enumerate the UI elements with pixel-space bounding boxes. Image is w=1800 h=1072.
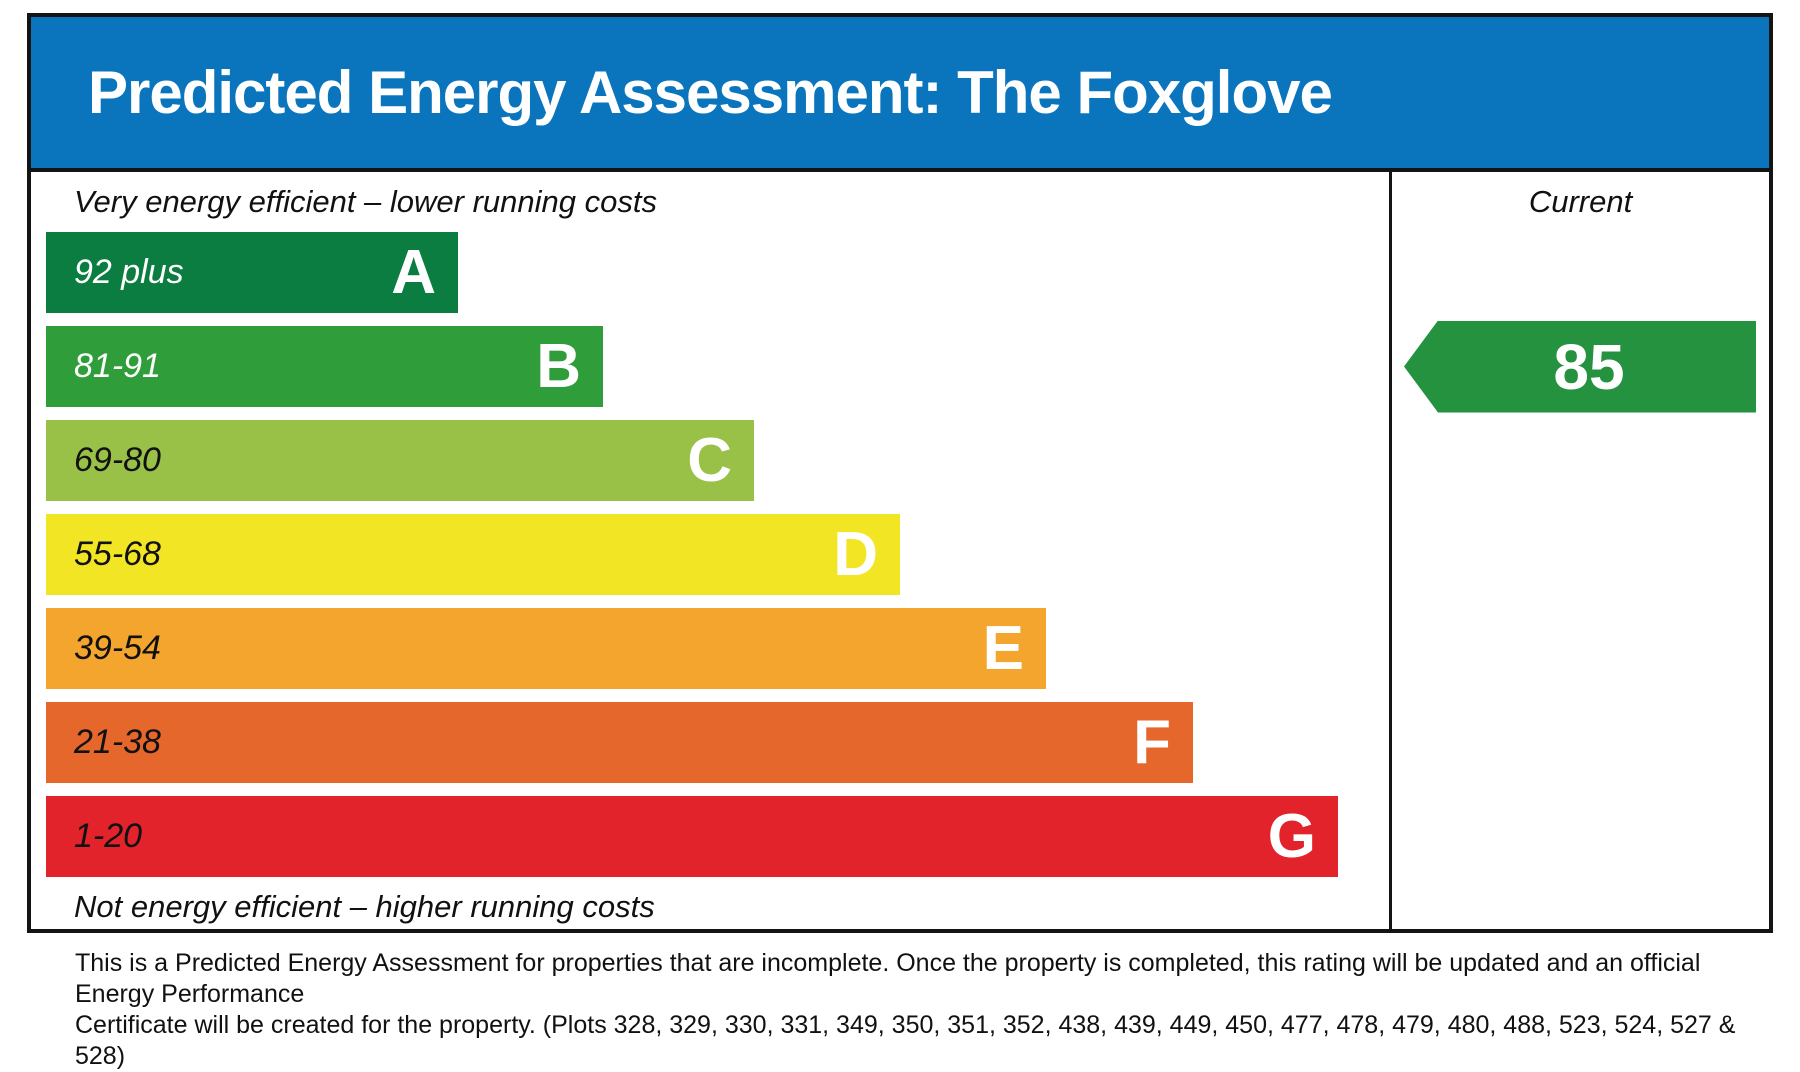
epc-page: { "title": "Predicted Energy Assessment:…	[27, 13, 1773, 1070]
page-title: Predicted Energy Assessment: The Foxglov…	[88, 59, 1333, 126]
band-range-label: 81-91	[74, 347, 161, 385]
current-rating-arrow: 85	[1404, 320, 1756, 413]
bands-section: Very energy efficient – lower running co…	[31, 172, 1389, 929]
band-range-label: 69-80	[74, 441, 161, 479]
band-bar-B: 81-91 B	[46, 326, 603, 407]
band-row-C: 69-80 C	[31, 420, 1389, 501]
band-bar-F: 21-38 F	[46, 702, 1193, 783]
caption-not-efficient: Not energy efficient – higher running co…	[74, 889, 655, 924]
band-bar-G: 1-20 G	[46, 796, 1338, 877]
epc-body: Very energy efficient – lower running co…	[31, 172, 1769, 929]
band-bar-A: 92 plus A	[46, 232, 458, 313]
band-range-label: 55-68	[74, 535, 161, 573]
epc-chart-box: Predicted Energy Assessment: The Foxglov…	[27, 13, 1773, 933]
band-row-E: 39-54 E	[31, 608, 1389, 689]
band-letter: A	[391, 237, 436, 307]
footer-note-line1: This is a Predicted Energy Assessment fo…	[75, 949, 1701, 1008]
band-row-D: 55-68 D	[31, 514, 1389, 595]
band-row-F: 21-38 F	[31, 702, 1389, 783]
band-range-label: 1-20	[74, 817, 143, 855]
band-row-G: 1-20 G	[31, 796, 1389, 877]
current-rating-value: 85	[1553, 330, 1625, 403]
band-letter: F	[1133, 707, 1171, 777]
band-bar-E: 39-54 E	[46, 608, 1046, 689]
caption-very-efficient: Very energy efficient – lower running co…	[74, 184, 657, 219]
epc-header: Predicted Energy Assessment: The Foxglov…	[31, 17, 1769, 172]
band-letter: G	[1267, 801, 1316, 871]
footer-note-line2: Certificate will be created for the prop…	[75, 1011, 1736, 1070]
band-row-B: 81-91 B	[31, 326, 1389, 407]
band-row-A: 92 plus A	[31, 232, 1389, 313]
band-letter: B	[536, 331, 581, 401]
bands-container: 92 plus A 81-91 B 69-80 C 55-68 D 39-54 …	[31, 232, 1389, 877]
band-letter: D	[833, 519, 878, 589]
footer-note: This is a Predicted Energy Assessment fo…	[75, 948, 1775, 1072]
band-range-label: 39-54	[74, 629, 161, 667]
band-range-label: 21-38	[74, 723, 161, 761]
current-column-header: Current	[1528, 184, 1633, 219]
band-bar-C: 69-80 C	[46, 420, 754, 501]
band-bar-D: 55-68 D	[46, 514, 900, 595]
band-letter: C	[687, 425, 732, 495]
current-column: Current 85	[1389, 172, 1769, 929]
band-letter: E	[982, 613, 1024, 683]
band-range-label: 92 plus	[74, 253, 184, 291]
